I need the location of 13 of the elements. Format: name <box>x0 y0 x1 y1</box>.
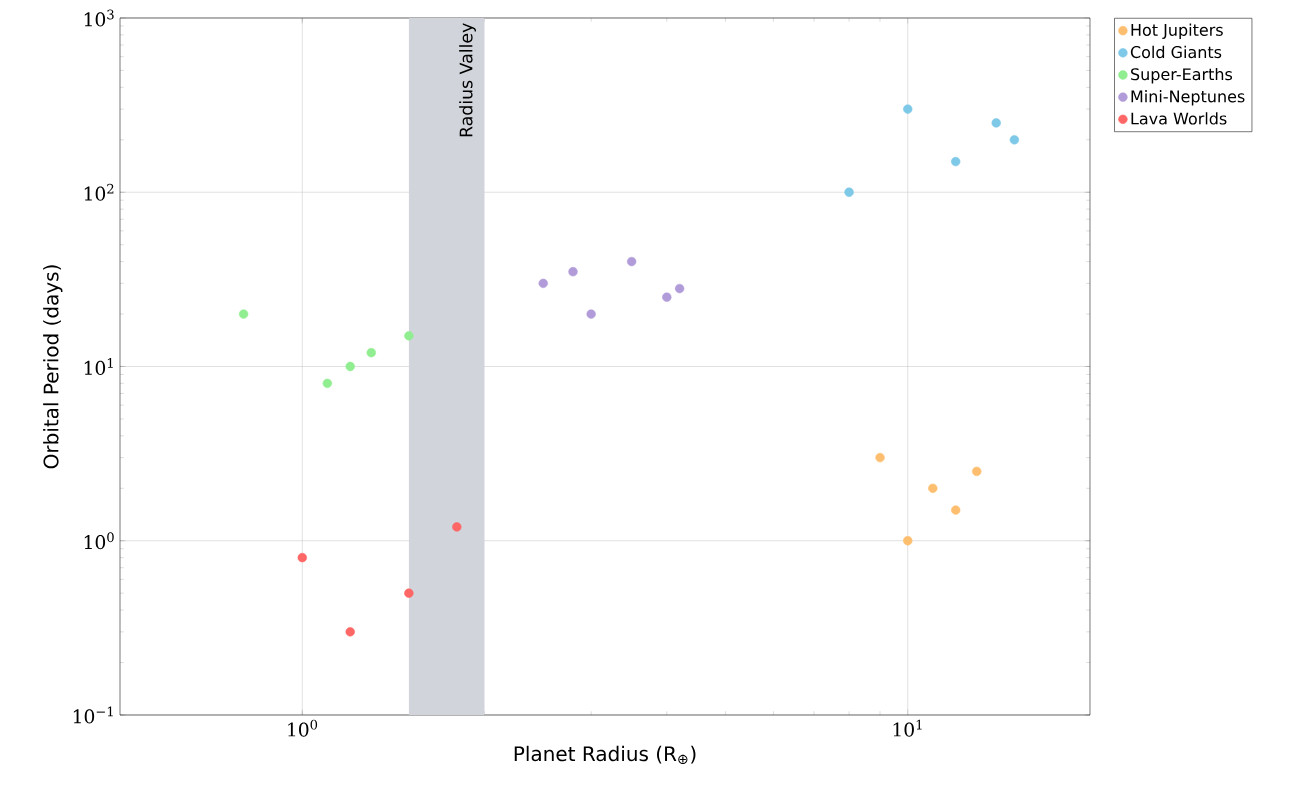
y-tick-label: 10$^{3}$ <box>84 9 114 27</box>
legend-label: Lava Worlds <box>1131 112 1227 125</box>
y-tick-label: 10$^{0}$ <box>84 532 114 550</box>
y-axis-title: Orbital Period (days) <box>43 265 63 469</box>
y-tick-label: 10$^{1}$ <box>84 358 113 375</box>
x-axis-title: Planet Radius (R$_{⊕}$) <box>514 745 696 765</box>
legend-label: Cold Giants <box>1130 45 1222 59</box>
legend-label: Hot Jupiters <box>1131 23 1223 40</box>
y-tick-label: 10$^{2}$ <box>84 183 114 201</box>
band-label: Radius Valley <box>459 23 476 137</box>
y-tick-label: 10$^{−1}$ <box>73 706 113 724</box>
legend-label: Mini-Neptunes <box>1131 90 1245 106</box>
legend-label: Super-Earths <box>1131 67 1233 84</box>
